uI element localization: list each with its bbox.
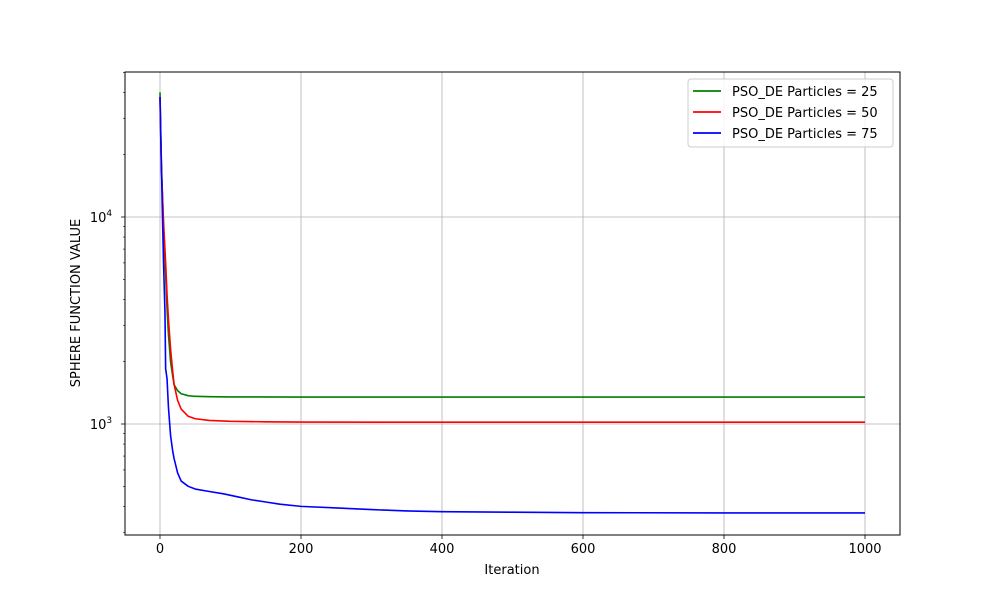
x-tick-label: 600 (571, 542, 596, 557)
legend-label-3: PSO_DE Particles = 75 (732, 127, 878, 142)
y-axis-label: SPHERE FUNCTION VALUE (69, 219, 84, 387)
x-tick-label: 400 (430, 542, 455, 557)
series-line-2 (159, 96, 865, 424)
x-tick-label: 1000 (848, 542, 881, 557)
x-tick-label: 0 (156, 542, 164, 557)
axis-ticks: 0 200 400 600 800 1000 103 104 (90, 72, 882, 557)
x-tick-label: 200 (289, 542, 314, 557)
legend: PSO_DE Particles = 25 PSO_DE Particles = … (687, 78, 894, 148)
series-lines (159, 92, 865, 514)
x-tick-label: 800 (712, 542, 737, 557)
grid (125, 72, 900, 535)
x-axis-label: Iteration (484, 563, 539, 578)
legend-label-1: PSO_DE Particles = 25 (732, 85, 878, 100)
y-tick-label: 104 (90, 209, 113, 226)
series-line-3 (159, 96, 865, 514)
legend-label-2: PSO_DE Particles = 50 (732, 106, 878, 121)
legend-box (687, 78, 894, 148)
plot-frame (124, 71, 901, 536)
y-tick-label: 103 (90, 416, 112, 433)
